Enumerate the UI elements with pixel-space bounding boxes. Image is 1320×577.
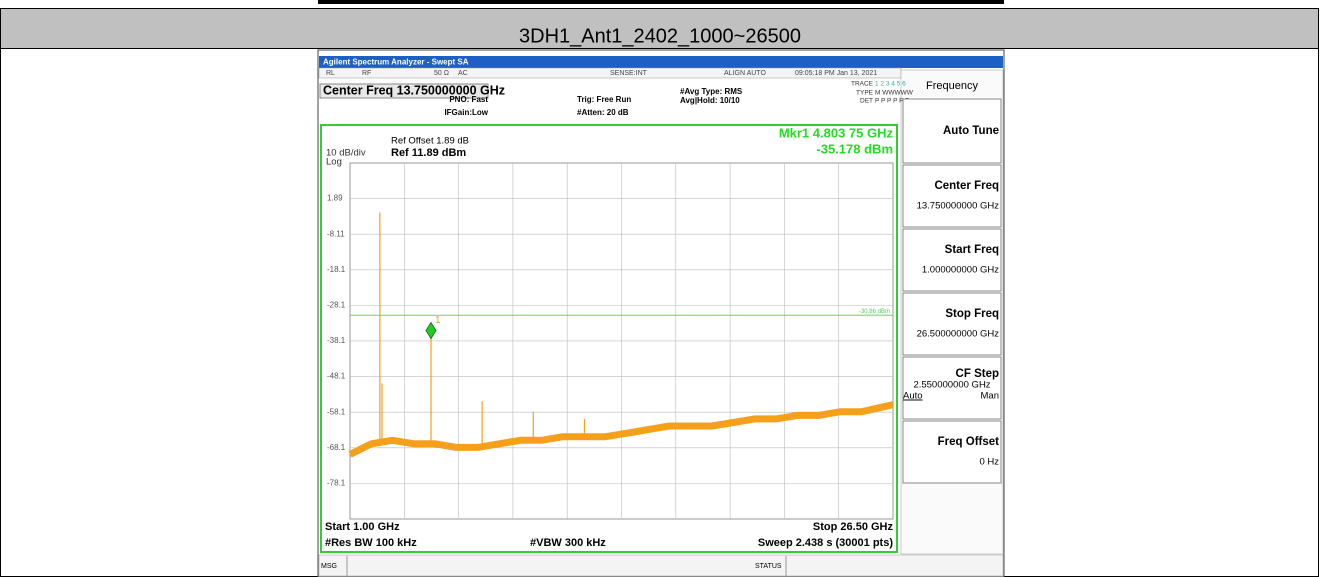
setting: PNO: Fast — [449, 95, 488, 104]
start-freq: Start 1.00 GHz — [325, 521, 400, 533]
rbw: #Res BW 100 kHz — [325, 537, 417, 549]
softkey[interactable] — [902, 420, 1002, 484]
softkey[interactable] — [902, 228, 1002, 292]
status-bar — [318, 554, 1004, 577]
y-tick-label: -68.1 — [327, 443, 346, 452]
status-field: SENSE:INT — [610, 70, 648, 77]
header-cell — [0, 8, 1319, 49]
sweep: Sweep 2.438 s (30001 pts) — [758, 537, 893, 549]
trace — [348, 401, 894, 458]
y-tick-label: 1.89 — [327, 194, 343, 203]
status-field: RL — [326, 70, 335, 77]
softkey-label: CF Step — [956, 368, 999, 380]
y-tick-label: -58.1 — [327, 407, 346, 416]
setting: Trig: Free Run — [577, 95, 631, 104]
msg: MSG — [321, 563, 337, 570]
softkey-option[interactable]: Man — [981, 391, 999, 402]
softkey-label: Start Freq — [945, 244, 999, 256]
center-freq: Center Freq 13.750000000 GHz — [323, 83, 505, 97]
log-label: Log — [326, 157, 342, 168]
status-field: 50 Ω — [434, 70, 449, 77]
trace-info: DET — [860, 98, 873, 105]
status-field: 09:05:18 PM Jan 13, 2021 — [795, 70, 877, 77]
softkey[interactable] — [902, 292, 1002, 356]
vbw: #VBW 300 kHz — [530, 537, 606, 549]
title-bar — [319, 56, 1003, 68]
y-tick-label: -28.1 — [327, 300, 346, 309]
title-bar-text: Agilent Spectrum Analyzer - Swept SA — [323, 58, 469, 67]
display-line-label: -30.86 dBm — [859, 309, 890, 315]
marker — [425, 321, 437, 340]
scale: 10 dB/div — [326, 148, 366, 159]
previous-image-edge — [318, 0, 1004, 4]
ref-level: Ref 11.89 dBm — [391, 147, 466, 159]
header-title: 3DH1_Ant1_2402_1000~26500 — [519, 25, 801, 47]
center-freq-box — [319, 83, 489, 99]
y-tick-label: -8.11 — [327, 229, 345, 238]
softkey[interactable] — [902, 164, 1002, 228]
status-field: AC — [458, 70, 468, 77]
trace-info: 1 2 3 4 5 6 — [875, 81, 906, 88]
status: STATUS — [755, 563, 782, 570]
softkey-value: 26.500000000 GHz — [917, 329, 1000, 340]
softkey-label: Freq Offset — [938, 436, 1000, 448]
marker-freq: Mkr1 4.803 75 GHz — [779, 125, 894, 140]
y-tick-label: -38.1 — [327, 336, 346, 345]
y-tick-label: -48.1 — [327, 372, 346, 381]
status-field: RF — [362, 70, 371, 77]
status-field: ALIGN AUTO — [724, 70, 766, 77]
softkey-value: 1.000000000 GHz — [922, 265, 999, 276]
softkey-value: 0 Hz — [979, 457, 999, 468]
stop-freq: Stop 26.50 GHz — [813, 521, 894, 533]
softkey-option[interactable]: Auto — [903, 391, 923, 402]
trace-info: M WWWWW — [875, 90, 914, 97]
softkey-label: Auto Tune — [943, 125, 999, 137]
y-tick-label: -78.1 — [327, 478, 346, 487]
setting: #Avg Type: RMS — [680, 87, 743, 96]
softkey-label: Stop Freq — [945, 308, 999, 320]
softkey[interactable] — [902, 98, 1002, 164]
plot-frame — [320, 124, 898, 553]
trace-info: P P P P P P — [875, 98, 909, 105]
trace-info: TYPE — [856, 90, 874, 97]
marker-label: 1 — [435, 315, 441, 326]
softkey-label: Center Freq — [934, 180, 999, 192]
y-tick-label: -18.1 — [327, 265, 346, 274]
menu-title: Frequency — [926, 80, 978, 92]
marker-level: -35.178 dBm — [816, 141, 893, 156]
setting: IFGain:Low — [444, 108, 488, 117]
ref-offset: Ref Offset 1.89 dB — [391, 136, 469, 147]
softkey-value: 13.750000000 GHz — [917, 201, 1000, 212]
setting: #Atten: 20 dB — [577, 108, 629, 117]
softkey[interactable] — [902, 356, 1002, 420]
softkey-value: 2.550000000 GHz — [913, 380, 990, 391]
setting: Avg|Hold: 10/10 — [680, 96, 740, 105]
trace-info: TRACE — [851, 81, 874, 88]
